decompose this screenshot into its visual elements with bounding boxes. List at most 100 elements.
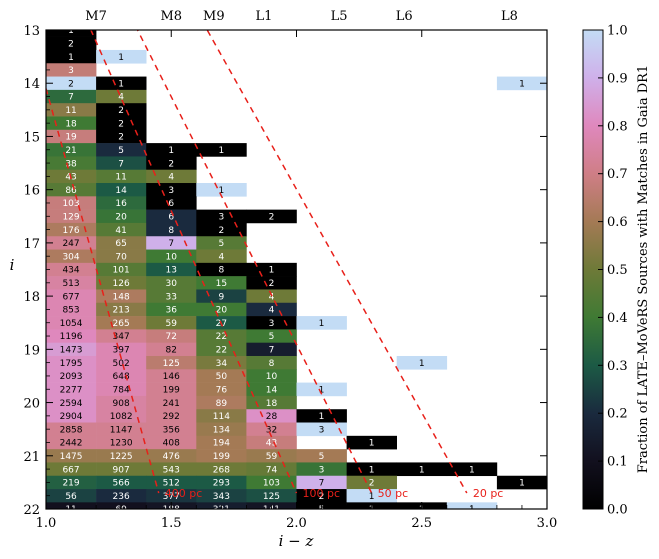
cell-count: 292 (163, 412, 180, 422)
cell-rect (296, 462, 347, 477)
heatmap-cell: 434 (46, 262, 97, 277)
cell-count: 8 (269, 359, 275, 369)
cell-rect (447, 542, 497, 556)
heatmap-cell: 59 (246, 449, 297, 463)
cell-rect (96, 156, 147, 171)
heatmap-cell: 3 (246, 316, 297, 330)
cell-count: 2904 (60, 412, 83, 422)
cell-rect (46, 183, 97, 197)
cell-rect (96, 422, 147, 437)
cell-count: 125 (163, 359, 180, 369)
cell-rect (246, 276, 297, 290)
heatmap-cell: 16 (96, 196, 147, 210)
cell-rect (146, 329, 197, 343)
cell-count: 476 (163, 452, 180, 462)
cell-rect (196, 276, 247, 290)
heatmap-cell: 908 (96, 395, 147, 410)
cell-count: 194 (213, 439, 230, 449)
heatmap-cell: 853 (46, 302, 97, 317)
cell-count: 4 (269, 306, 275, 316)
y-tick-label: 21 (23, 450, 40, 465)
cell-count: 3 (218, 212, 224, 222)
cell-rect (146, 222, 197, 237)
heatmap-cell: 1 (196, 183, 247, 197)
heatmap-cell: 65 (96, 236, 147, 250)
heatmap-cell: 89 (196, 395, 247, 410)
cell-count: 3 (269, 319, 275, 329)
cell-count: 1 (369, 465, 375, 475)
cell-rect (46, 435, 97, 450)
cell-count: 356 (163, 425, 180, 435)
cell-rect (196, 395, 247, 410)
cell-rect (196, 489, 247, 503)
cell-rect (46, 196, 97, 210)
cell-rect (96, 76, 147, 91)
cell-rect (146, 422, 197, 437)
cell-count: 4 (168, 173, 174, 183)
heatmap-cell: 293 (196, 475, 247, 490)
cell-count: 2 (218, 226, 224, 236)
cell-count: 268 (213, 465, 230, 475)
cell-count: 512 (163, 479, 180, 489)
cell-rect (396, 462, 448, 477)
cell-count: 3 (319, 465, 325, 475)
cell-count: 1 (469, 465, 475, 475)
cell-rect (96, 49, 147, 64)
cell-count: 2 (118, 119, 124, 129)
cell-rect (46, 36, 97, 51)
cell-rect (46, 369, 97, 383)
heatmap-cell: 2442 (46, 435, 97, 450)
cell-count: 1473 (60, 346, 83, 356)
cell-rect (246, 355, 297, 370)
y-tick-label: 20 (23, 397, 40, 412)
heatmap-cell: 7 (296, 475, 347, 490)
heatmap-cell: 3 (146, 183, 197, 197)
cell-rect (196, 409, 247, 423)
cell-count: 408 (163, 439, 180, 449)
heatmap-cell: 7 (146, 236, 197, 250)
heatmap-cell: 1 (447, 516, 497, 530)
cell-count: 22 (216, 346, 227, 356)
heatmap-cell: 176 (46, 222, 97, 237)
heatmap-cell: 125 (246, 489, 297, 503)
cell-count: 1 (68, 519, 74, 529)
cell-rect (46, 143, 97, 157)
cell-count: 1082 (110, 412, 133, 422)
cell-count: 7 (369, 545, 375, 555)
colorbar: 0.0 0.1 0.2 0.3 0.4 0.5 0.6 0.7 0.8 0.9 1.0 Fracti… (582, 24, 651, 518)
heatmap-cell: 2 (296, 489, 347, 503)
cell-count: 2 (68, 40, 74, 50)
cell-rect (196, 329, 247, 343)
cell-count: 2 (68, 79, 74, 89)
cell-rect (46, 342, 97, 357)
heatmap-cell: 648 (96, 369, 147, 383)
cell-rect (146, 262, 197, 277)
cell-rect (146, 369, 197, 383)
cell-rect (96, 342, 147, 357)
cell-count: 125 (263, 492, 280, 502)
cell-count: 1 (369, 439, 375, 449)
heatmap-cell: 72 (146, 329, 197, 343)
cell-count: 50 (216, 372, 228, 382)
cell-count: 9 (218, 292, 224, 302)
heatmap-cell: 2858 (46, 422, 97, 437)
heatmap-cell: 1 (96, 49, 147, 64)
y-tick-label: 17 (23, 237, 40, 252)
cell-count: 59 (166, 319, 178, 329)
cell-count: 1 (519, 479, 525, 489)
heatmap-cell: 3 (296, 462, 347, 477)
cell-count: 41 (115, 226, 126, 236)
cell-rect (196, 355, 247, 370)
cell-count: 146 (163, 372, 180, 382)
cell-rect (196, 143, 247, 157)
heatmap-cell: 4 (146, 169, 197, 184)
heatmap-cell: 32 (246, 422, 297, 437)
cell-count: 56 (65, 492, 77, 502)
heatmap-cell: 1 (347, 556, 397, 559)
cell-count: 82 (166, 346, 177, 356)
cell-rect (246, 395, 297, 410)
spectral-type-label: L8 (501, 9, 518, 24)
colorbar-tick-label: 0.6 (607, 215, 628, 230)
cell-count: 1 (269, 266, 275, 276)
cell-rect (196, 249, 247, 264)
